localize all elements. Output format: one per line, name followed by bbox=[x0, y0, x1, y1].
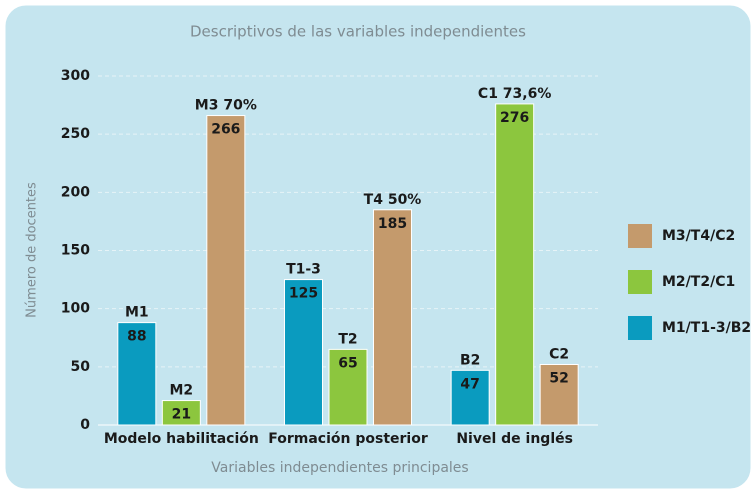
bar-label: B2 bbox=[460, 352, 480, 368]
legend-label: M3/T4/C2 bbox=[662, 228, 735, 244]
x-tick-label: Nivel de inglés bbox=[456, 431, 573, 447]
bar-label: T2 bbox=[338, 331, 357, 347]
x-axis-title: Variables independientes principales bbox=[211, 460, 468, 476]
bar bbox=[328, 348, 368, 426]
legend-swatch bbox=[628, 224, 652, 248]
bar bbox=[495, 103, 535, 426]
value-label: 88 bbox=[127, 329, 146, 345]
value-label: 52 bbox=[549, 371, 568, 387]
bar-label: M2 bbox=[169, 383, 193, 399]
x-tick-label: Formación posterior bbox=[268, 431, 428, 447]
bar-label: C1 73,6% bbox=[478, 86, 551, 102]
value-label: 266 bbox=[211, 122, 240, 138]
legend-label: M2/T2/C1 bbox=[662, 274, 735, 290]
bar bbox=[117, 322, 157, 426]
value-label: 65 bbox=[338, 355, 357, 371]
legend-label: M1/T1-3/B2 bbox=[662, 320, 751, 336]
value-label: 185 bbox=[378, 216, 407, 232]
legend-swatch bbox=[628, 316, 652, 340]
bar-label: T4 50% bbox=[364, 192, 422, 208]
value-label: 125 bbox=[289, 286, 318, 302]
y-tick-label: 300 bbox=[61, 68, 90, 84]
y-axis-title: Número de docentes bbox=[25, 182, 40, 318]
value-label: 276 bbox=[500, 110, 529, 126]
bar bbox=[373, 209, 412, 426]
value-label: 21 bbox=[172, 407, 191, 423]
bar-label: T1-3 bbox=[286, 262, 321, 278]
bar bbox=[206, 115, 246, 426]
y-tick-label: 0 bbox=[80, 417, 90, 433]
x-tick-label: Modelo habilitación bbox=[104, 431, 259, 447]
bar bbox=[539, 364, 579, 426]
bar-label: M1 bbox=[125, 305, 149, 321]
bar bbox=[450, 369, 490, 426]
y-tick-label: 250 bbox=[61, 126, 90, 142]
y-tick-label: 50 bbox=[71, 359, 91, 375]
y-tick-label: 200 bbox=[61, 184, 90, 200]
bar-label: M3 70% bbox=[195, 98, 257, 114]
y-tick-label: 100 bbox=[61, 301, 90, 317]
value-label: 47 bbox=[460, 376, 479, 392]
legend-swatch bbox=[628, 270, 652, 294]
bar bbox=[284, 279, 323, 426]
y-tick-label: 150 bbox=[61, 243, 90, 259]
chart-title: Descriptivos de las variables independie… bbox=[190, 23, 526, 41]
bar-label: C2 bbox=[549, 347, 569, 363]
